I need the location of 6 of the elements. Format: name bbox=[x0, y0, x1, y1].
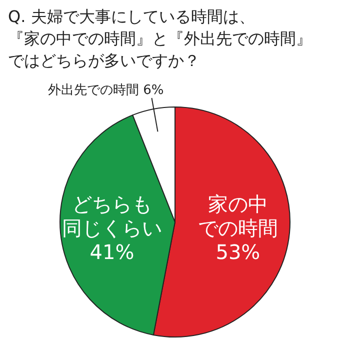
data-label: 53% bbox=[216, 240, 260, 264]
slice-label: 外出先での時間 6% bbox=[48, 83, 164, 98]
slice-label: 家の中での時間 bbox=[198, 192, 278, 240]
chart-title: Q. 夫婦で大事にしている時間は、『家の中での時間』と『外出先での時間』ではどちらが多いですか？ bbox=[8, 7, 312, 70]
slice-label: どちらも同じくらい bbox=[62, 192, 162, 240]
data-label: 41% bbox=[90, 240, 134, 264]
